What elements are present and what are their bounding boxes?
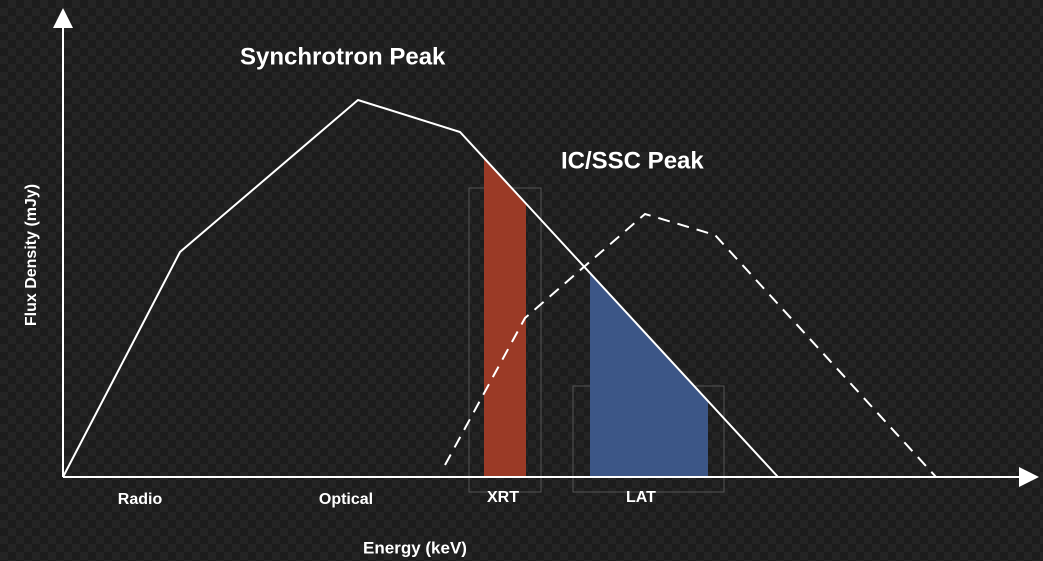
xrt-band (484, 158, 526, 477)
band-label: LAT (626, 489, 656, 506)
ic-label: IC/SSC Peak (561, 147, 704, 174)
band-label: Optical (319, 491, 373, 508)
y-axis-label: Flux Density (mJy) (23, 184, 40, 326)
synchrotron-label: Synchrotron Peak (240, 43, 446, 70)
band-label: Radio (118, 491, 163, 508)
band-label: XRT (487, 489, 519, 506)
ic-curve (444, 212, 937, 478)
synchrotron-curve (62, 98, 779, 478)
lat-band (590, 273, 708, 477)
x-axis-label: Energy (keV) (363, 538, 467, 557)
